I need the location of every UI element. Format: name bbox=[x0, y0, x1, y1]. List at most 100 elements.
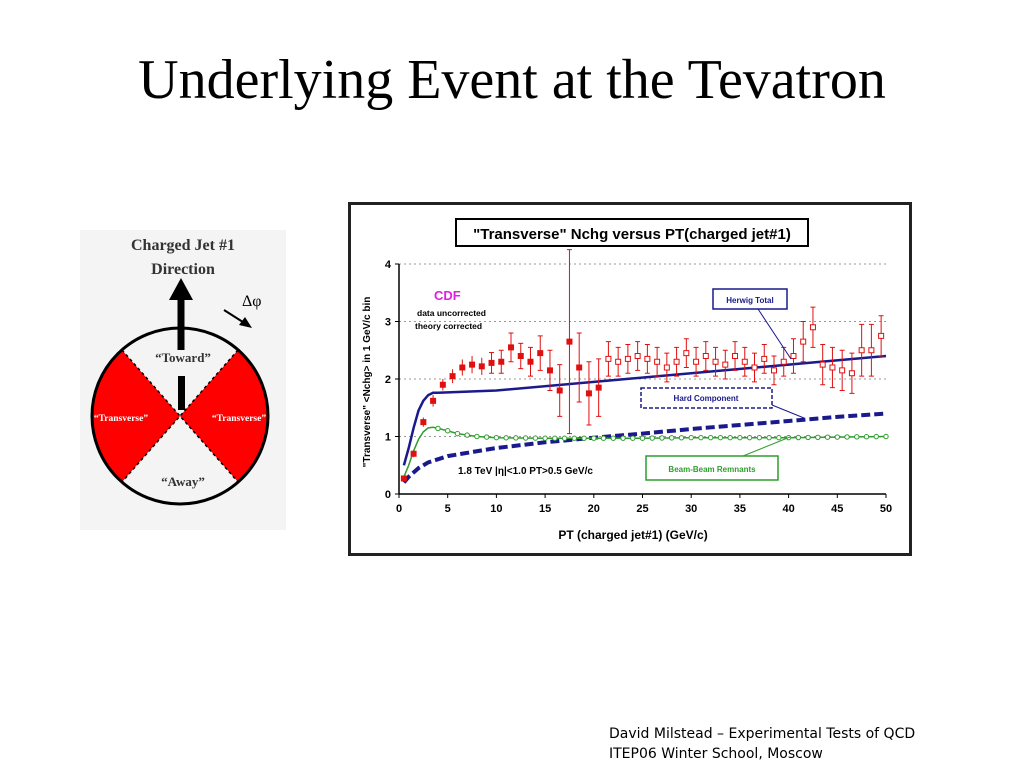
region-boundary-line bbox=[121, 349, 239, 483]
corrected-annotation: theory corrected bbox=[415, 321, 482, 331]
transverse-right-region bbox=[180, 350, 268, 482]
data-point bbox=[556, 387, 563, 394]
jet-region-diagram: Charged Jet #1 Direction Δφ “Toward” “Tr… bbox=[80, 230, 286, 530]
away-label: “Away” bbox=[161, 474, 205, 489]
beam-beam-remnants-marker bbox=[678, 435, 685, 441]
transverse-right-label: “Transverse” bbox=[212, 413, 266, 424]
y-axis-label: "Transverse" <Nchg> in 1 GeV/c bin bbox=[362, 297, 373, 468]
hard-component-legend-label: Hard Component bbox=[674, 394, 739, 403]
diagram-heading-line2: Direction bbox=[151, 261, 215, 278]
beam-beam-remnants-marker bbox=[737, 434, 743, 441]
beam-beam-remnants-marker bbox=[454, 430, 461, 437]
model-curves bbox=[402, 354, 889, 484]
herwig-total-pointer bbox=[757, 308, 792, 360]
x-axis-label: PT (charged jet#1) (GeV/c) bbox=[558, 528, 707, 542]
data-point bbox=[751, 364, 758, 371]
data-point bbox=[634, 353, 641, 359]
region-boundary-line bbox=[121, 349, 239, 483]
beam-beam-remnants-marker bbox=[883, 433, 889, 440]
data-point bbox=[693, 358, 700, 365]
jet-direction-arrow-head bbox=[169, 278, 193, 300]
jet-axis-marker bbox=[178, 376, 185, 410]
hard-component-legend-box bbox=[640, 387, 773, 409]
data-point bbox=[848, 370, 855, 377]
beam-beam-remnants-marker bbox=[717, 434, 724, 441]
beam-beam-remnants-marker bbox=[639, 435, 646, 441]
data-point bbox=[702, 353, 709, 359]
cdf-annotation: CDF bbox=[434, 288, 461, 303]
beam-beam-remnants-marker bbox=[727, 434, 733, 441]
data-point bbox=[829, 364, 836, 371]
x-tick-label: 10 bbox=[490, 503, 502, 515]
beam-beam-remnants-marker bbox=[503, 435, 509, 441]
data-point bbox=[732, 353, 739, 359]
beam-beam-remnants-marker bbox=[688, 434, 694, 441]
data-point bbox=[420, 419, 427, 426]
data-point bbox=[790, 353, 797, 359]
x-tick-label: 5 bbox=[445, 503, 451, 515]
x-tick-label: 25 bbox=[636, 503, 648, 515]
x-tick-label: 30 bbox=[685, 503, 697, 515]
data-point bbox=[800, 338, 807, 345]
beam-beam-remnants-marker bbox=[600, 435, 607, 441]
data-point bbox=[517, 353, 524, 359]
data-point bbox=[624, 355, 631, 362]
beam-beam-remnants-marker bbox=[844, 434, 850, 440]
data-point bbox=[868, 347, 875, 354]
data-point bbox=[439, 381, 446, 388]
beam-beam-remnants-marker bbox=[435, 425, 441, 432]
beam-beam-remnants-marker bbox=[766, 434, 772, 441]
data-point bbox=[576, 364, 583, 371]
chart-title: "Transverse" Nchg versus PT(charged jet#… bbox=[473, 226, 791, 243]
beam-beam-remnants-marker bbox=[542, 435, 548, 441]
data-point bbox=[654, 358, 661, 365]
y-tick-label: 1 bbox=[385, 432, 391, 444]
data-point bbox=[459, 364, 466, 371]
delta-phi-arrow-head bbox=[239, 317, 252, 328]
beam-beam-remnants-marker bbox=[571, 435, 578, 441]
data-point bbox=[761, 355, 768, 362]
data-point bbox=[605, 355, 612, 362]
beam-beam-remnants-marker bbox=[815, 434, 821, 441]
beam-beam-remnants-marker bbox=[532, 435, 539, 441]
diagram-heading-line1: Charged Jet #1 bbox=[131, 237, 235, 254]
hard-component-pointer bbox=[771, 404, 805, 419]
data-point bbox=[858, 347, 865, 354]
delta-phi-label: Δφ bbox=[242, 293, 262, 310]
beam-beam-remnants-marker bbox=[776, 434, 782, 441]
axes bbox=[395, 263, 887, 498]
beam-beam-remnants-marker bbox=[561, 435, 568, 441]
y-tick-label: 2 bbox=[385, 374, 391, 386]
x-tick-label: 0 bbox=[396, 503, 402, 515]
data-point bbox=[741, 358, 748, 365]
data-point bbox=[673, 358, 680, 365]
beam-beam-remnants-marker bbox=[630, 435, 636, 441]
data-point bbox=[400, 475, 407, 482]
beam-beam-remnants-marker bbox=[669, 435, 675, 441]
beam-beam-remnants-marker bbox=[620, 435, 626, 441]
footer-line-1: David Milstead – Experimental Tests of Q… bbox=[609, 726, 916, 742]
data-point bbox=[527, 358, 534, 365]
data-point bbox=[615, 358, 622, 365]
footer: David Milstead – Experimental Tests of Q… bbox=[609, 724, 915, 764]
y-tick-label: 0 bbox=[385, 489, 391, 501]
beam-beam-remnants-marker bbox=[445, 428, 451, 434]
data-point bbox=[780, 358, 787, 365]
beam-beam-remnants-marker bbox=[746, 434, 753, 441]
herwig-total-legend-box bbox=[712, 288, 788, 310]
beam-beam-remnants-marker bbox=[474, 433, 480, 440]
transverse-left-region bbox=[92, 350, 180, 482]
data-point bbox=[809, 324, 816, 331]
data-point bbox=[430, 397, 437, 404]
data-point bbox=[770, 367, 777, 374]
herwig-total-legend-label: Herwig Total bbox=[726, 296, 773, 305]
hard-component-curve bbox=[402, 411, 887, 484]
herwig-total-curve bbox=[402, 354, 887, 466]
beam-beam-remnants-marker bbox=[649, 435, 655, 441]
x-tick-label: 15 bbox=[539, 503, 551, 515]
data-point bbox=[819, 361, 826, 368]
beam-remnants-legend-label: Beam-Beam Remnants bbox=[668, 465, 756, 474]
data-point bbox=[508, 344, 515, 351]
slide-title: Underlying Event at the Tevatron bbox=[138, 49, 886, 111]
y-tick-label: 4 bbox=[385, 259, 392, 271]
